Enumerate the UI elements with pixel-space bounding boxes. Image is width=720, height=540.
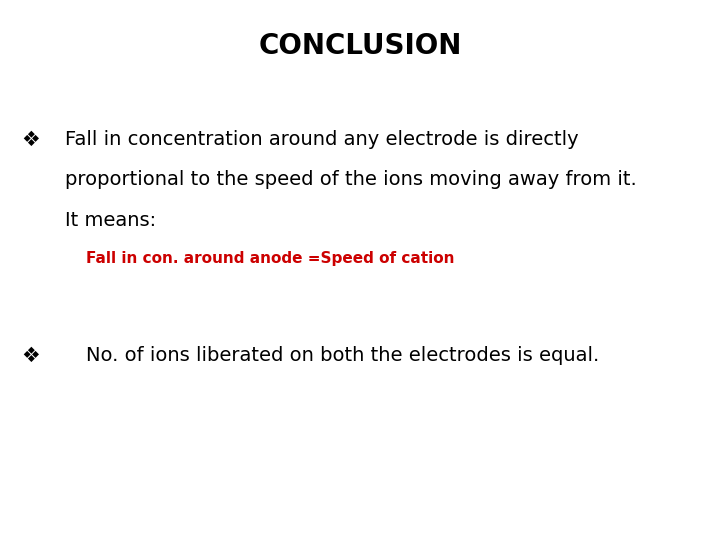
Text: proportional to the speed of the ions moving away from it.: proportional to the speed of the ions mo… (65, 170, 636, 189)
Text: ❖: ❖ (22, 346, 40, 366)
Text: Fall in con. around anode =Speed of cation: Fall in con. around anode =Speed of cati… (86, 251, 455, 266)
Text: Fall in concentration around any electrode is directly: Fall in concentration around any electro… (65, 130, 578, 148)
Text: CONCLUSION: CONCLUSION (258, 32, 462, 60)
Text: ❖: ❖ (22, 130, 40, 150)
Text: It means:: It means: (65, 211, 156, 229)
Text: No. of ions liberated on both the electrodes is equal.: No. of ions liberated on both the electr… (86, 346, 600, 365)
